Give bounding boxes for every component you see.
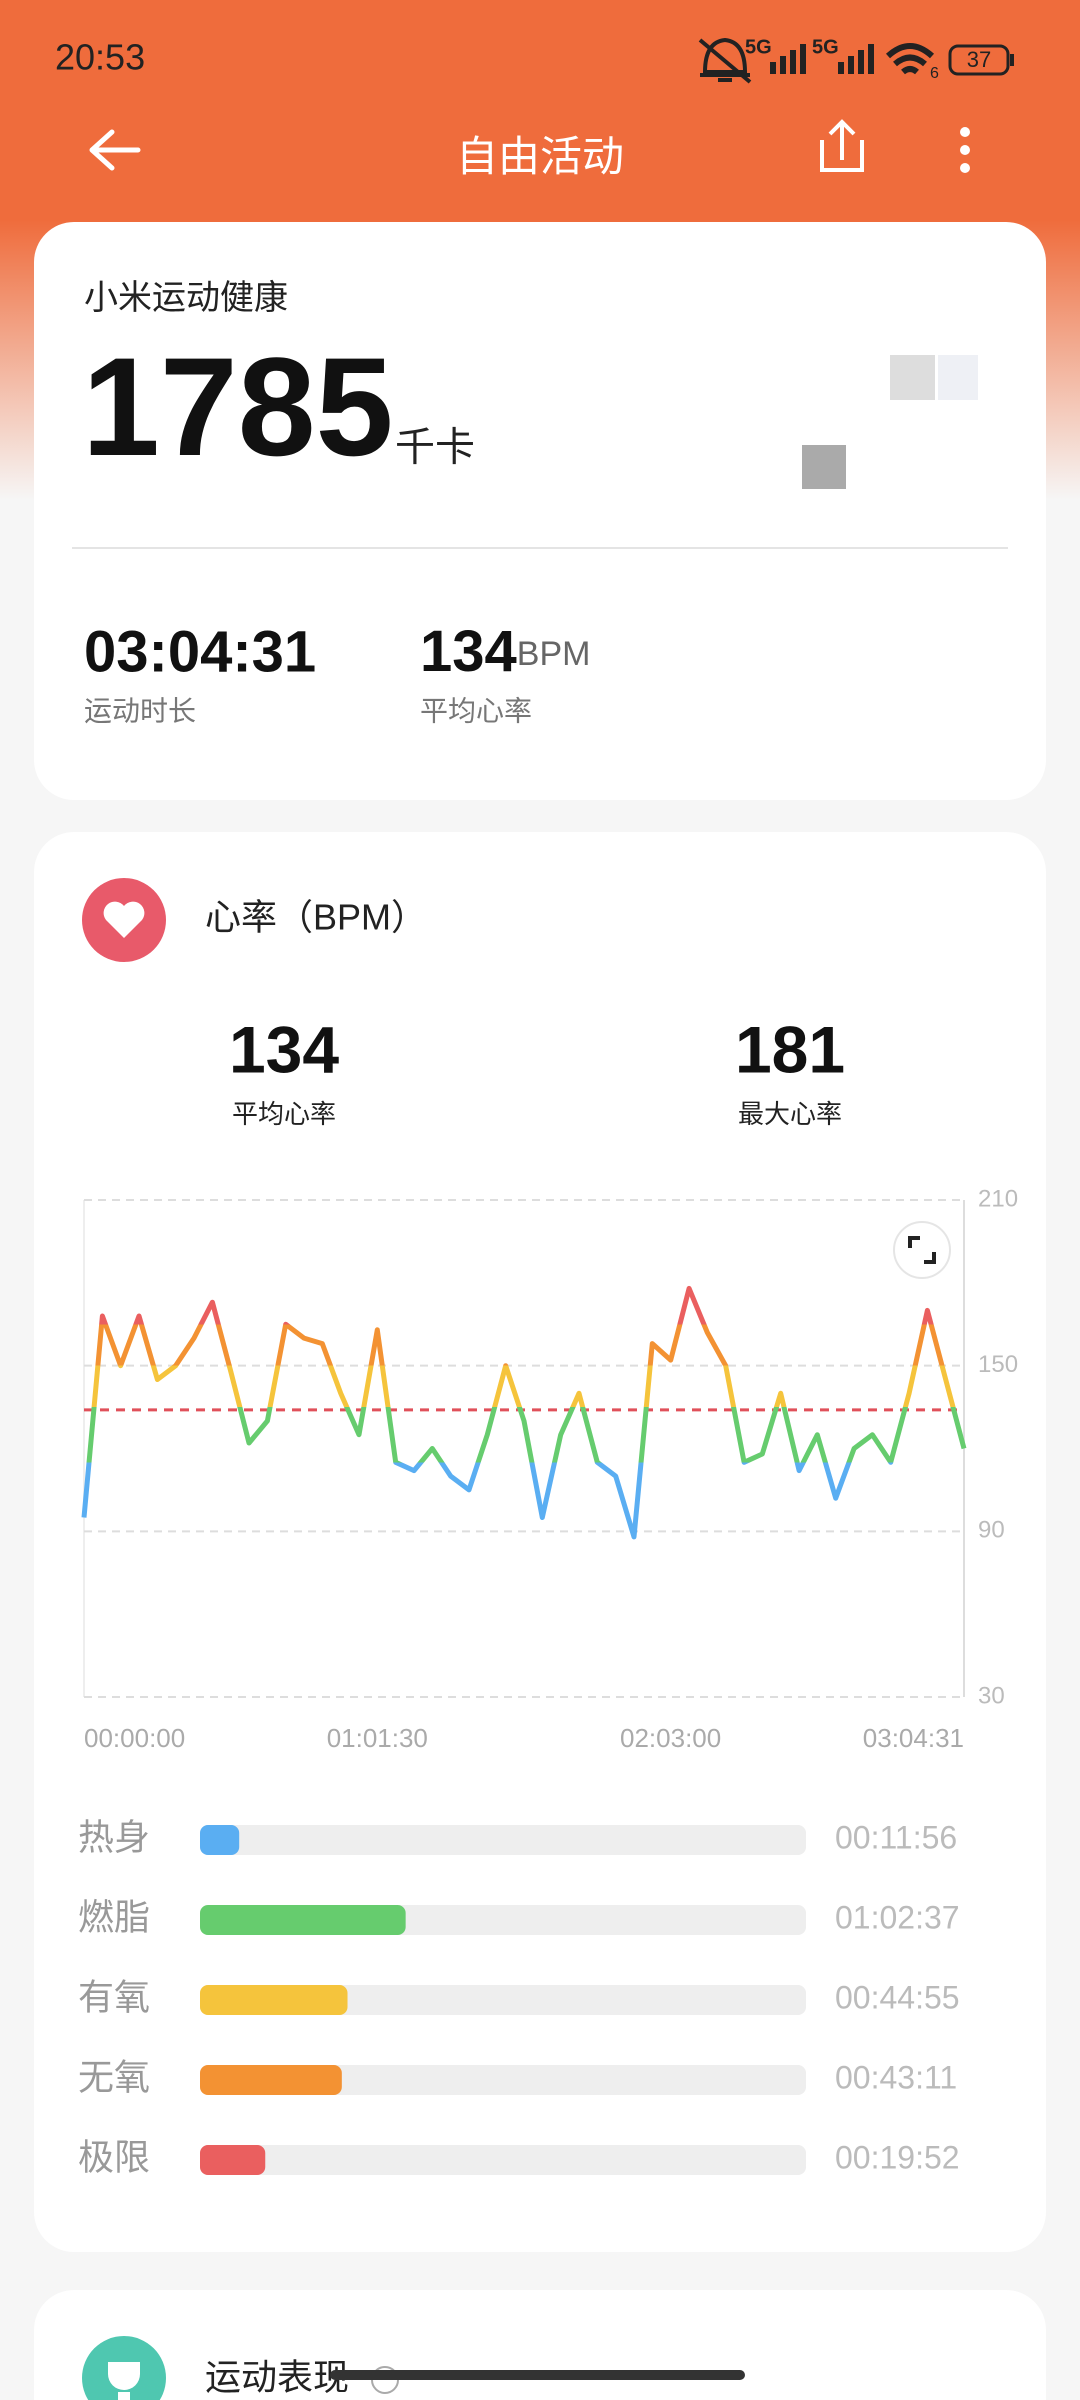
heart-rate-chart: 30 90 150 210 00:00:00 01:01:30 02:03:00 03:04:… bbox=[81, 1185, 1018, 1753]
avg-hr-label: 平均心率 bbox=[420, 695, 532, 726]
zone-name: 燃脂 bbox=[78, 1897, 150, 1938]
summary-card bbox=[34, 222, 1046, 800]
section-title: 运动表现 bbox=[205, 2357, 349, 2398]
zone-time: 00:43:11 bbox=[835, 2059, 957, 2095]
max-hr-label: 最大心率 bbox=[738, 1099, 842, 1129]
avg-hr: 134BPM bbox=[420, 619, 590, 684]
y-tick-label: 90 bbox=[978, 1517, 1005, 1544]
zone-track bbox=[200, 2145, 806, 2175]
brand: 小米运动健康 bbox=[84, 279, 288, 317]
avg-hr-label: 平均心率 bbox=[232, 1099, 336, 1129]
home-indicator bbox=[330, 2370, 745, 2380]
trophy bbox=[108, 2362, 140, 2400]
zone-bar bbox=[200, 1825, 240, 1855]
zone-bar bbox=[200, 1985, 348, 2015]
wifi-band: 6 bbox=[930, 65, 939, 82]
zone-time: 01:02:37 bbox=[835, 1899, 960, 1935]
zone-name: 极限 bbox=[78, 2137, 150, 2178]
y-tick-label: 210 bbox=[978, 1185, 1018, 1212]
zone-name: 无氧 bbox=[78, 2057, 150, 2098]
duration-label: 运动时长 bbox=[84, 695, 196, 726]
x-tick-label: 00:00:00 bbox=[84, 1723, 185, 1753]
max-hr: 181 bbox=[735, 1012, 845, 1086]
zone-time: 00:11:56 bbox=[835, 1819, 957, 1855]
status-time: 20:53 bbox=[55, 37, 145, 78]
signal-1 bbox=[770, 44, 806, 74]
heart-rate-card bbox=[34, 832, 1046, 2252]
page-title: 自由活动 bbox=[456, 133, 624, 180]
x-tick-label: 02:03:00 bbox=[620, 1723, 721, 1753]
wifi-icon bbox=[885, 43, 935, 75]
x-tick-label: 01:01:30 bbox=[327, 1723, 428, 1753]
zone-time: 00:19:52 bbox=[835, 2139, 960, 2175]
zone-track bbox=[200, 2065, 806, 2095]
y-tick-label: 150 bbox=[978, 1351, 1018, 1378]
avg-hr-value: 134 bbox=[420, 619, 517, 684]
heart-icon bbox=[103, 901, 145, 938]
zone-bar bbox=[200, 2065, 342, 2095]
zone-name: 热身 bbox=[78, 1817, 150, 1858]
calories-unit: 千卡 bbox=[395, 426, 475, 470]
avg-hr-unit: BPM bbox=[517, 635, 591, 673]
mute-slash bbox=[698, 38, 752, 84]
zone-track bbox=[200, 1825, 806, 1855]
blurred-image bbox=[938, 355, 978, 400]
more-button[interactable] bbox=[960, 127, 970, 173]
network-label: 5G bbox=[812, 36, 839, 58]
y-tick-label: 30 bbox=[978, 1682, 1005, 1709]
back-button[interactable] bbox=[89, 129, 141, 171]
duration: 03:04:31 bbox=[84, 619, 316, 684]
share-button[interactable] bbox=[820, 119, 864, 172]
battery-tip bbox=[1010, 54, 1014, 66]
heart-rate-line bbox=[81, 1285, 967, 1540]
blurred-image bbox=[802, 445, 846, 489]
x-tick-label: 03:04:31 bbox=[863, 1723, 964, 1753]
battery-outline bbox=[948, 44, 1010, 76]
performance-card bbox=[34, 2290, 1046, 2400]
avg-hr-big: 134 bbox=[229, 1012, 339, 1086]
status-icons: 5G 5G 6 37 bbox=[698, 36, 1014, 84]
expand-button[interactable] bbox=[893, 1221, 951, 1279]
battery-level: 37 bbox=[967, 47, 991, 72]
section-title: 心率（BPM） bbox=[205, 897, 427, 938]
zone-time: 00:44:55 bbox=[835, 1979, 960, 2015]
zone-bar bbox=[200, 1905, 406, 1935]
zone-bar bbox=[200, 2145, 266, 2175]
signal-2 bbox=[838, 44, 874, 74]
expand-icon bbox=[908, 1236, 936, 1264]
calories: 1785 bbox=[82, 328, 393, 485]
zones: 热身 00:11:56 燃脂 01:02:37 有氧 00:44:55 无氧 00:43:11… bbox=[78, 1817, 960, 2178]
zone-name: 有氧 bbox=[78, 1977, 150, 2018]
blurred-image bbox=[890, 355, 935, 400]
network-label: 5G bbox=[745, 36, 772, 58]
zone-track bbox=[200, 1985, 806, 2015]
